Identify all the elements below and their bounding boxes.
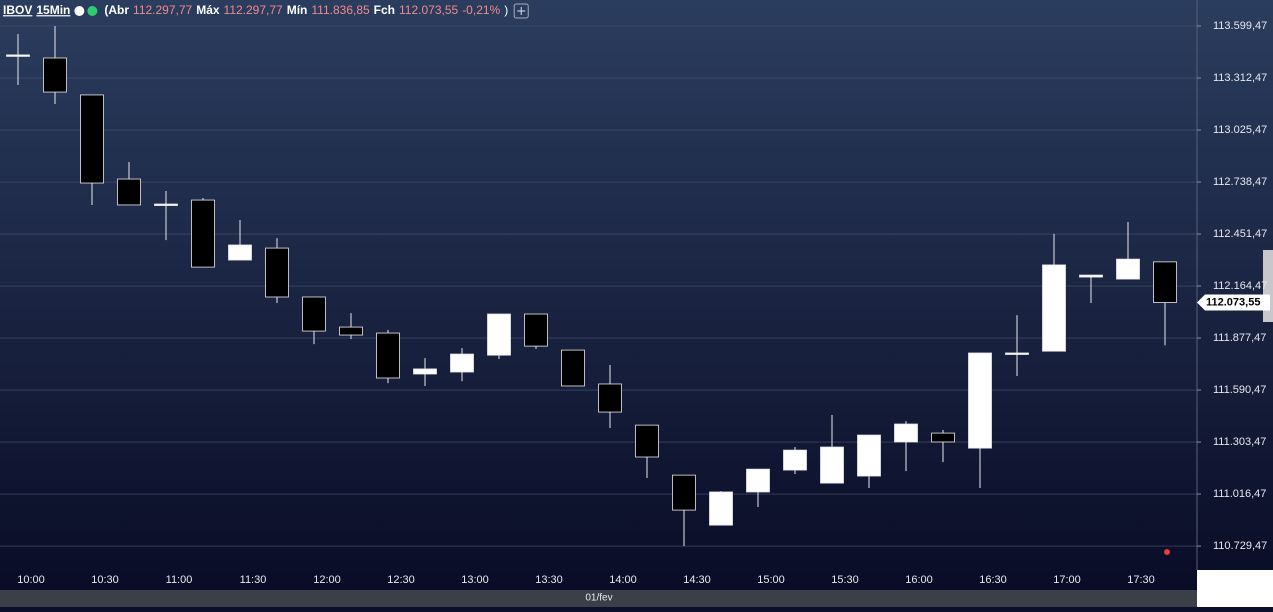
x-tick-label: 17:30 <box>1127 574 1155 586</box>
candle-body <box>1079 274 1103 278</box>
candle-body <box>487 313 511 356</box>
header-value: 111.836,85 <box>311 3 370 17</box>
y-tick-label: 113.599,47 <box>1213 20 1267 32</box>
y-tick-label: 112.451,47 <box>1213 228 1267 240</box>
candle-body <box>191 199 215 268</box>
x-tick-label: 12:30 <box>387 574 415 586</box>
header-value: 112.297,77 <box>224 3 283 17</box>
x-tick-label: 15:30 <box>831 574 859 586</box>
candle-body <box>894 423 918 443</box>
y-tick-label: 113.312,47 <box>1213 72 1267 84</box>
x-tick-label: 17:00 <box>1053 574 1081 586</box>
candle-body <box>1042 264 1066 352</box>
interval: 15Min <box>36 3 70 17</box>
x-tick-label: 15:00 <box>757 574 785 586</box>
last-price-tag <box>1197 294 1270 311</box>
header-value: 112.073,55 <box>399 3 458 17</box>
candle-body <box>6 54 30 57</box>
x-tick-label: 16:30 <box>979 574 1007 586</box>
y-tick-label: 110.729,47 <box>1213 540 1267 552</box>
candle-body <box>820 446 844 484</box>
y-tick-label: 113.025,47 <box>1213 124 1267 136</box>
status-icon <box>87 6 98 16</box>
candle-body <box>450 353 474 373</box>
candle-body <box>931 432 955 443</box>
candle-body <box>302 296 326 332</box>
candle-body <box>635 424 659 458</box>
x-tick-label: 14:30 <box>683 574 711 586</box>
header-label: Fch <box>374 3 395 17</box>
candle-body <box>1005 352 1029 355</box>
header-value: 112.297,77 <box>133 3 192 17</box>
scroll-handle[interactable] <box>1263 250 1273 322</box>
plot-background <box>0 0 1273 590</box>
candle-body <box>561 349 585 387</box>
header: IBOV 15Min (Abr 112.297,77 Máx 112.297,77 Mín 1… <box>3 3 529 19</box>
y-tick-label: 112.738,47 <box>1213 176 1267 188</box>
x-tick-label: 16:00 <box>905 574 933 586</box>
candle-body <box>857 434 881 477</box>
y-tick-label: 111.877,47 <box>1213 332 1266 344</box>
candle-body <box>228 244 252 261</box>
candle-body <box>783 449 807 471</box>
candle-body <box>339 326 363 336</box>
candle-body <box>598 383 622 413</box>
candle-body <box>43 57 67 93</box>
x-tick-label: 13:00 <box>461 574 489 586</box>
candle-body <box>746 468 770 493</box>
y-tick-label: 112.164,47 <box>1213 280 1267 292</box>
header-label: (Abr <box>104 3 129 17</box>
candle-body <box>524 313 548 347</box>
y-tick-label: 111.016,47 <box>1213 488 1266 500</box>
y-tick-label: 111.303,47 <box>1213 436 1266 448</box>
header-label: Mín <box>287 3 308 17</box>
x-tick-label: 11:30 <box>240 574 267 586</box>
candle-body <box>117 178 141 206</box>
date-label: 01/fev <box>585 593 612 604</box>
x-tick-label: 10:00 <box>17 574 45 586</box>
add-button[interactable] <box>513 3 529 19</box>
header-paren: ) <box>504 3 508 17</box>
candle-body <box>376 332 400 379</box>
candle-body <box>80 94 104 184</box>
last-price-label: 112.073,55 <box>1206 296 1260 308</box>
x-tick-label: 11:00 <box>166 574 193 586</box>
indicator-dot <box>1164 549 1170 555</box>
y-tick-label: 111.590,47 <box>1213 384 1266 396</box>
date-bar <box>0 590 1197 607</box>
x-tick-label: 12:00 <box>313 574 341 586</box>
candle-body <box>154 203 178 206</box>
corner-box <box>1197 570 1273 607</box>
header-change: -0,21% <box>462 3 500 17</box>
candle-body <box>968 352 992 449</box>
candle-body <box>265 247 289 298</box>
x-tick-label: 14:00 <box>609 574 637 586</box>
candle-body <box>709 491 733 526</box>
header-label: Máx <box>196 3 220 17</box>
candle-body <box>413 368 437 375</box>
x-tick-label: 13:30 <box>535 574 563 586</box>
remove-icon[interactable] <box>74 6 85 16</box>
candle-body <box>1153 261 1177 303</box>
candle-body <box>672 474 696 511</box>
candle-body <box>1116 258 1140 280</box>
x-tick-label: 10:30 <box>91 574 119 586</box>
symbol: IBOV <box>3 3 32 17</box>
add-icon <box>517 7 526 15</box>
